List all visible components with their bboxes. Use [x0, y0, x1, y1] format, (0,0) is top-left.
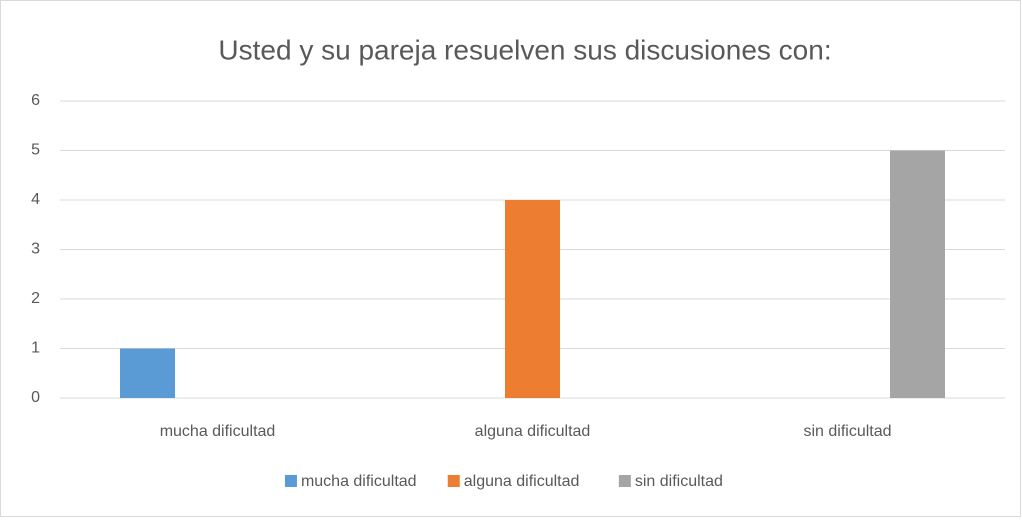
x-tick-label: mucha dificultad [160, 423, 276, 440]
legend-label: alguna dificultad [464, 473, 580, 490]
bar [890, 150, 945, 398]
y-tick-label: 5 [31, 142, 40, 159]
legend-swatch [618, 475, 631, 487]
y-tick-label: 4 [31, 191, 40, 208]
y-tick-label: 6 [31, 92, 40, 109]
bar [505, 200, 560, 398]
y-tick-label: 1 [31, 340, 40, 357]
x-tick-label: sin dificultad [803, 423, 891, 440]
y-tick-label: 2 [31, 290, 40, 307]
x-tick-label: alguna dificultad [475, 423, 591, 440]
legend-label: sin dificultad [635, 473, 723, 490]
y-tick-label: 3 [31, 241, 40, 258]
legend-swatch [284, 475, 297, 487]
legend-swatch [447, 475, 460, 487]
chart-title: Usted y su pareja resuelven sus discusio… [218, 34, 831, 65]
bar [120, 348, 175, 398]
y-tick-label: 0 [31, 389, 40, 406]
legend-label: mucha dificultad [301, 473, 417, 490]
